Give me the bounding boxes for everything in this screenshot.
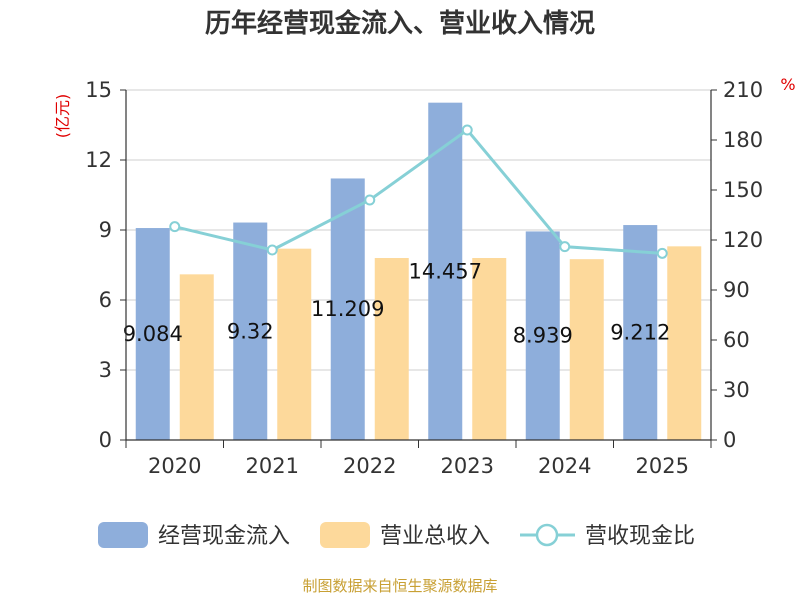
right-tick-label: 60 (723, 328, 750, 352)
legend-label-revenue: 营业总收入 (380, 524, 490, 549)
data-label-cash-inflow: 9.32 (227, 319, 274, 343)
line-point (656, 247, 668, 259)
x-tick-label: 2023 (441, 454, 494, 478)
legend-swatch-cash-inflow (98, 522, 148, 548)
right-tick-label: 120 (723, 228, 763, 252)
right-tick-label: 210 (723, 78, 763, 102)
left-tick-label: 0 (99, 428, 112, 452)
line-cash-ratio (174, 127, 663, 255)
bar-cash-inflow (525, 231, 560, 440)
bar-revenue (569, 259, 604, 440)
right-axis-unit: % (780, 75, 795, 94)
legend-label-cash-inflow: 经营现金流入 (158, 524, 290, 549)
data-label-cash-inflow: 11.209 (311, 297, 384, 321)
bar-revenue (179, 274, 214, 440)
data-label-cash-inflow: 9.212 (610, 321, 670, 345)
legend-label-cash-ratio: 营收现金比 (585, 524, 695, 549)
legend-swatch-revenue (320, 522, 370, 548)
right-tick-label: 30 (723, 378, 750, 402)
right-tick-label: 0 (723, 428, 736, 452)
bar-cash-inflow (135, 228, 170, 440)
data-labels: 9.084 9.32 11.209 14.457 8.939 9.212 (123, 259, 671, 347)
legend: 经营现金流入 营业总收入 营收现金比 (98, 522, 695, 549)
left-tick-label: 9 (99, 218, 112, 242)
bars (135, 102, 702, 441)
legend-marker-cash-ratio (535, 523, 559, 547)
x-tick-label: 2021 (246, 454, 299, 478)
right-tick-label: 90 (723, 278, 750, 302)
data-label-cash-inflow: 9.084 (123, 322, 183, 346)
x-tick-label: 2022 (343, 454, 396, 478)
bar-cash-inflow (623, 225, 658, 440)
line-point (266, 244, 278, 256)
source-note: 制图数据来自恒生聚源数据库 (302, 577, 497, 595)
x-tick-label: 2024 (538, 454, 591, 478)
bar-revenue (472, 258, 507, 440)
bar-cash-inflow (428, 102, 463, 441)
bar-revenue (667, 246, 702, 440)
line-point (559, 241, 571, 253)
line-point (364, 194, 376, 206)
left-axis-unit: (亿元) (53, 94, 72, 139)
x-tick-label: 2025 (636, 454, 689, 478)
bar-cash-inflow (330, 178, 365, 440)
right-tick-label: 150 (723, 178, 763, 202)
bar-revenue (277, 248, 312, 440)
bar-cash-inflow (233, 222, 268, 440)
line-series (169, 124, 668, 259)
chart-title: 历年经营现金流入、营业收入情况 (205, 8, 595, 39)
grid (126, 89, 711, 371)
left-tick-label: 12 (85, 148, 112, 172)
right-tick-label: 180 (723, 128, 763, 152)
x-tick-label: 2020 (148, 454, 201, 478)
left-tick-label: 6 (99, 288, 112, 312)
left-tick-label: 15 (85, 78, 112, 102)
data-label-cash-inflow: 8.939 (513, 324, 573, 348)
data-label-cash-inflow: 14.457 (409, 259, 482, 283)
bar-revenue (374, 258, 409, 440)
left-tick-label: 3 (99, 358, 112, 382)
line-point (169, 221, 181, 233)
line-point (461, 124, 473, 136)
